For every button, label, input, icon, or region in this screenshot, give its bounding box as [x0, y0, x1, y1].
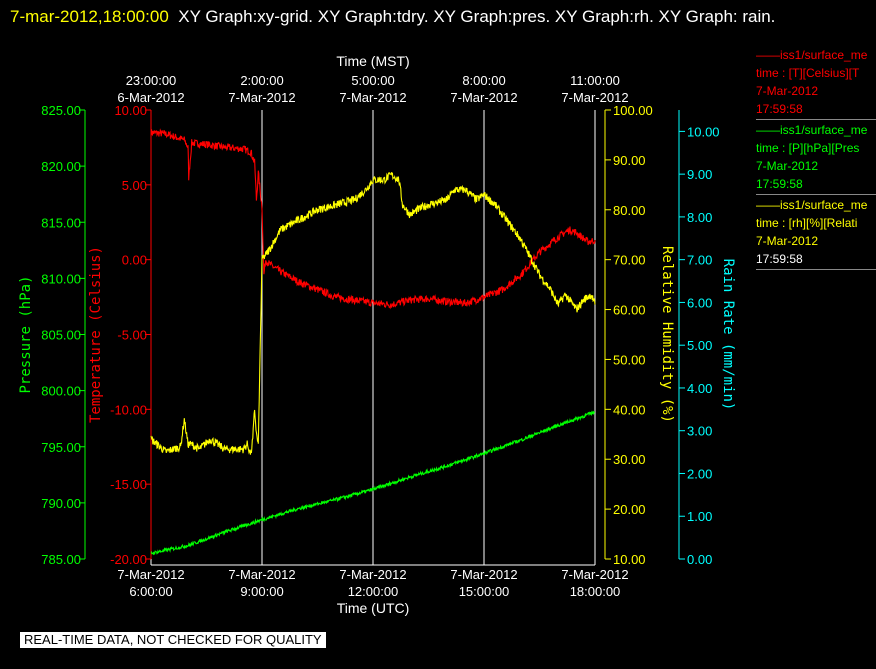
y-tick-label-temp: 5.00 [122, 178, 147, 193]
y-axis-label-rh: Relative Humidity (%) [659, 246, 675, 423]
series-line-rh [150, 171, 596, 455]
x-tick-label-date: 7-Mar-2012 [228, 567, 295, 582]
y-tick-label-pres: 795.00 [41, 440, 81, 455]
y-tick-label-pres: 790.00 [41, 496, 81, 511]
y-axis-label-rain: Rain Rate (mm/min) [720, 259, 736, 411]
series-line-pres [150, 410, 596, 556]
legend-entry-pressure: ——iss1/surface_me time : [P][hPa][Pres 7… [756, 121, 876, 195]
y-tick-label-rain: 2.00 [687, 466, 712, 481]
y-tick-label-temp: 10.00 [114, 103, 147, 118]
y-tick-label-pres: 785.00 [41, 552, 81, 567]
top-tick-label-date: 7-Mar-2012 [228, 90, 295, 105]
top-tick-label-date: 7-Mar-2012 [339, 90, 406, 105]
y-tick-label-rh: 70.00 [613, 253, 646, 268]
y-tick-label-rain: 6.00 [687, 295, 712, 310]
x-tick-label-date: 7-Mar-2012 [450, 567, 517, 582]
y-tick-label-rh: 100.00 [613, 103, 653, 118]
top-tick-label-time: 23:00:00 [126, 73, 177, 88]
legend-name: ——iss1/surface_me [756, 198, 868, 212]
legend-date: 7-Mar-2012 [756, 159, 819, 173]
top-tick-label-time: 8:00:00 [462, 73, 505, 88]
x-tick-label-date: 7-Mar-2012 [117, 567, 184, 582]
top-tick-label-date: 7-Mar-2012 [450, 90, 517, 105]
y-tick-label-rain: 4.00 [687, 381, 712, 396]
y-tick-label-pres: 805.00 [41, 328, 81, 343]
x-axis-label-top: Time (MST) [336, 53, 409, 69]
y-tick-label-rh: 90.00 [613, 153, 646, 168]
legend-name: ——iss1/surface_me [756, 123, 868, 137]
quality-warning: REAL-TIME DATA, NOT CHECKED FOR QUALITY [20, 632, 326, 648]
y-tick-label-rh: 50.00 [613, 352, 646, 367]
top-tick-label-date: 6-Mar-2012 [117, 90, 184, 105]
x-axis-label-bottom: Time (UTC) [337, 600, 410, 616]
y-axis-label-temp: Temperature (Celsius) [88, 246, 104, 423]
x-tick-label-time: 18:00:00 [570, 584, 621, 599]
y-tick-label-temp: 0.00 [122, 253, 147, 268]
y-tick-label-temp: -5.00 [117, 328, 147, 343]
y-tick-label-rh: 40.00 [613, 402, 646, 417]
series-line-temp [150, 128, 596, 310]
legend-desc: time : [T][Celsius][T [756, 66, 860, 80]
y-tick-label-rain: 8.00 [687, 210, 712, 225]
legend-time: 17:59:58 [756, 102, 803, 116]
y-tick-label-pres: 815.00 [41, 215, 81, 230]
chart-title: 7-mar-2012,18:00:00 XY Graph:xy-grid. XY… [10, 2, 860, 31]
x-tick-label-time: 9:00:00 [240, 584, 283, 599]
top-tick-label-time: 5:00:00 [351, 73, 394, 88]
x-tick-label-date: 7-Mar-2012 [561, 567, 628, 582]
y-tick-label-rain: 0.00 [687, 552, 712, 567]
x-tick-label-time: 6:00:00 [129, 584, 172, 599]
y-tick-label-rain: 3.00 [687, 424, 712, 439]
top-tick-label-time: 2:00:00 [240, 73, 283, 88]
legend-entry-temperature: ——iss1/surface_me time : [T][Celsius][T … [756, 46, 876, 120]
legend-time: 17:59:58 [756, 177, 803, 191]
y-tick-label-temp: -20.00 [110, 552, 147, 567]
title-timestamp: 7-mar-2012,18:00:00 [10, 7, 169, 26]
legend-desc: time : [rh][%][Relati [756, 216, 858, 230]
legend: ——iss1/surface_me time : [T][Celsius][T … [756, 46, 876, 271]
top-tick-label-time: 11:00:00 [570, 73, 620, 88]
legend-name: ——iss1/surface_me [756, 48, 868, 62]
y-tick-label-temp: -15.00 [110, 477, 147, 492]
x-tick-label-time: 15:00:00 [459, 584, 510, 599]
y-tick-label-rh: 60.00 [613, 303, 646, 318]
y-tick-label-temp: -10.00 [110, 402, 147, 417]
title-graphs: XY Graph:xy-grid. XY Graph:tdry. XY Grap… [178, 7, 776, 26]
y-tick-label-rain: 10.00 [687, 124, 720, 139]
legend-desc: time : [P][hPa][Pres [756, 141, 860, 155]
x-tick-label-time: 12:00:00 [348, 584, 399, 599]
y-tick-label-rh: 10.00 [613, 552, 646, 567]
y-tick-label-pres: 800.00 [41, 384, 81, 399]
x-tick-label-date: 7-Mar-2012 [339, 567, 406, 582]
y-tick-label-rain: 1.00 [687, 509, 712, 524]
y-tick-label-rh: 30.00 [613, 452, 646, 467]
y-axis-label-pres: Pressure (hPa) [18, 275, 34, 393]
y-tick-label-rain: 5.00 [687, 338, 712, 353]
y-tick-label-pres: 825.00 [41, 103, 81, 118]
legend-date: 7-Mar-2012 [756, 84, 819, 98]
y-tick-label-pres: 820.00 [41, 159, 81, 174]
top-tick-label-date: 7-Mar-2012 [561, 90, 628, 105]
y-tick-label-rain: 7.00 [687, 253, 712, 268]
y-tick-label-rh: 20.00 [613, 502, 646, 517]
legend-time: 17:59:58 [756, 252, 803, 266]
y-tick-label-pres: 810.00 [41, 271, 81, 286]
y-tick-label-rain: 9.00 [687, 167, 712, 182]
legend-date: 7-Mar-2012 [756, 234, 819, 248]
legend-entry-humidity: ——iss1/surface_me time : [rh][%][Relati … [756, 196, 876, 270]
y-tick-label-rh: 80.00 [613, 203, 646, 218]
